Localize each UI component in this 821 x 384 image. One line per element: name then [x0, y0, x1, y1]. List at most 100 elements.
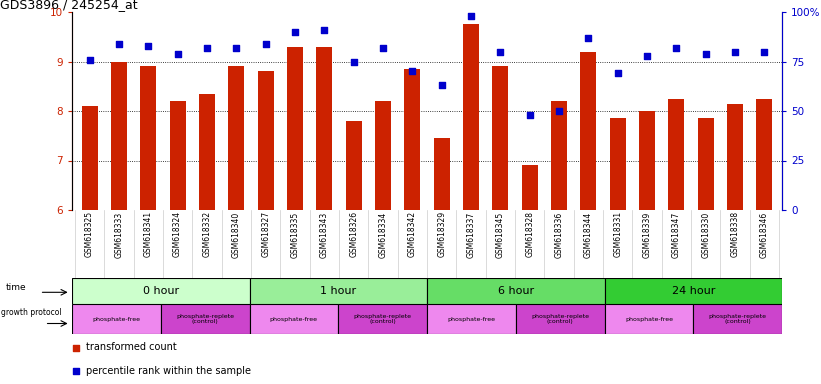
- Point: [200, 45, 213, 51]
- Text: phosphate-free: phosphate-free: [93, 316, 140, 321]
- Bar: [81, 106, 98, 210]
- Point: [523, 112, 536, 118]
- Text: time: time: [6, 283, 26, 291]
- Point: [288, 29, 301, 35]
- Text: GSM618326: GSM618326: [349, 211, 358, 258]
- Point: [699, 51, 713, 57]
- Text: 6 hour: 6 hour: [498, 286, 534, 296]
- Bar: [228, 66, 245, 210]
- Text: GSM618337: GSM618337: [466, 211, 475, 258]
- Point: [582, 35, 595, 41]
- Text: GSM618342: GSM618342: [408, 211, 417, 258]
- Text: phosphate-replete
(control): phosphate-replete (control): [709, 314, 767, 324]
- Text: growth protocol: growth protocol: [2, 308, 62, 317]
- Text: GSM618341: GSM618341: [144, 211, 153, 258]
- Bar: [346, 121, 362, 210]
- Bar: [338, 304, 427, 334]
- Point: [493, 48, 507, 55]
- Text: GSM618339: GSM618339: [643, 211, 652, 258]
- Point: [83, 56, 96, 63]
- Text: GSM618344: GSM618344: [584, 211, 593, 258]
- Bar: [668, 99, 685, 210]
- Text: GSM618325: GSM618325: [85, 211, 94, 258]
- Point: [171, 51, 184, 57]
- Bar: [72, 278, 250, 304]
- Bar: [316, 46, 333, 210]
- Bar: [427, 278, 604, 304]
- Bar: [170, 101, 186, 210]
- Bar: [698, 118, 713, 210]
- Point: [142, 43, 155, 49]
- Bar: [639, 111, 655, 210]
- Text: GSM618336: GSM618336: [554, 211, 563, 258]
- Point: [230, 45, 243, 51]
- Point: [553, 108, 566, 114]
- Text: phosphate-replete
(control): phosphate-replete (control): [531, 314, 589, 324]
- Bar: [604, 278, 782, 304]
- Bar: [604, 304, 693, 334]
- Bar: [287, 46, 303, 210]
- Text: phosphate-free: phosphate-free: [447, 316, 495, 321]
- Text: GSM618333: GSM618333: [114, 211, 123, 258]
- Bar: [756, 99, 773, 210]
- Text: transformed count: transformed count: [86, 343, 177, 353]
- Text: GSM618329: GSM618329: [437, 211, 446, 258]
- Bar: [250, 278, 427, 304]
- Text: GSM618343: GSM618343: [320, 211, 329, 258]
- Bar: [610, 118, 626, 210]
- Bar: [258, 71, 273, 210]
- Text: GSM618328: GSM618328: [525, 211, 534, 257]
- Bar: [551, 101, 567, 210]
- Text: GSM618347: GSM618347: [672, 211, 681, 258]
- Bar: [140, 66, 156, 210]
- Text: phosphate-free: phosphate-free: [270, 316, 318, 321]
- Bar: [693, 304, 782, 334]
- Bar: [727, 104, 743, 210]
- Bar: [516, 304, 604, 334]
- Point: [611, 70, 624, 76]
- Bar: [161, 304, 250, 334]
- Text: phosphate-replete
(control): phosphate-replete (control): [177, 314, 234, 324]
- Point: [758, 48, 771, 55]
- Point: [465, 13, 478, 19]
- Point: [670, 45, 683, 51]
- Bar: [433, 138, 450, 210]
- Text: GDS3896 / 245254_at: GDS3896 / 245254_at: [0, 0, 138, 11]
- Point: [318, 27, 331, 33]
- Text: GSM618324: GSM618324: [173, 211, 182, 258]
- Point: [259, 41, 273, 47]
- Text: phosphate-free: phosphate-free: [625, 316, 673, 321]
- Point: [376, 45, 389, 51]
- Point: [70, 367, 83, 374]
- Bar: [404, 69, 420, 210]
- Bar: [250, 304, 338, 334]
- Bar: [463, 24, 479, 210]
- Bar: [375, 101, 391, 210]
- Point: [406, 68, 419, 74]
- Text: GSM618331: GSM618331: [613, 211, 622, 258]
- Text: GSM618340: GSM618340: [232, 211, 241, 258]
- Point: [112, 41, 126, 47]
- Point: [347, 58, 360, 65]
- Bar: [199, 94, 215, 210]
- Text: GSM618346: GSM618346: [760, 211, 769, 258]
- Text: phosphate-replete
(control): phosphate-replete (control): [354, 314, 411, 324]
- Text: GSM618335: GSM618335: [291, 211, 300, 258]
- Text: GSM618334: GSM618334: [378, 211, 388, 258]
- Text: GSM618327: GSM618327: [261, 211, 270, 258]
- Point: [640, 53, 654, 59]
- Bar: [493, 66, 508, 210]
- Text: GSM618338: GSM618338: [731, 211, 740, 258]
- Text: GSM618345: GSM618345: [496, 211, 505, 258]
- Text: percentile rank within the sample: percentile rank within the sample: [86, 366, 251, 376]
- Point: [728, 48, 741, 55]
- Point: [435, 82, 448, 88]
- Point: [70, 344, 83, 351]
- Text: 0 hour: 0 hour: [143, 286, 179, 296]
- Text: GSM618332: GSM618332: [203, 211, 212, 258]
- Bar: [521, 166, 538, 210]
- Bar: [427, 304, 516, 334]
- Bar: [72, 304, 161, 334]
- Text: GSM618330: GSM618330: [701, 211, 710, 258]
- Bar: [111, 61, 127, 210]
